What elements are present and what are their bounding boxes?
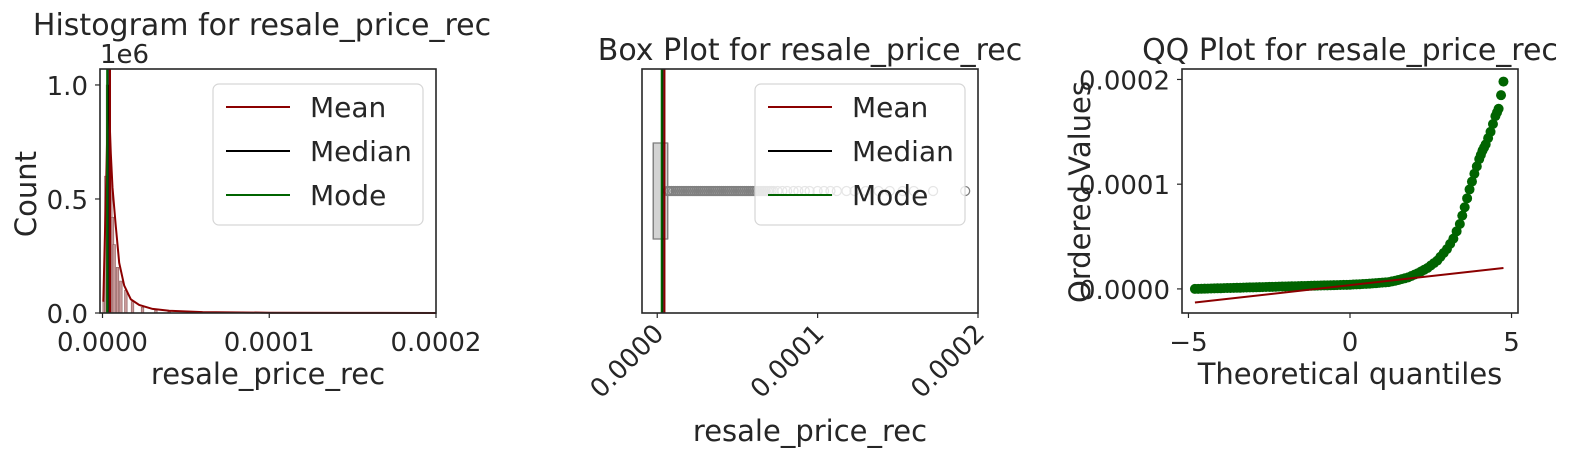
qqplot-point: [1498, 76, 1509, 87]
qqplot-point: [1457, 210, 1468, 221]
qqplot-y-ticks: 0.0000 0.0001 0.0002: [1079, 66, 1182, 306]
histogram-offset-text: 1e6: [100, 40, 149, 70]
histogram-bar: [112, 244, 116, 314]
histogram-legend: Mean Median Mode: [212, 83, 424, 226]
histogram-frame: [99, 68, 437, 314]
qqplot-y-label: Ordered Values: [1063, 81, 1097, 303]
histogram-x-ticks: 0.0000 0.0001 0.0002: [57, 313, 481, 358]
histogram-x-tick-label: 0.0001: [224, 328, 315, 358]
qqplot-x-tick-label: 0: [1342, 328, 1359, 358]
qqplot-x-tick-label: 5: [1503, 328, 1520, 358]
histogram-bar: [119, 280, 123, 314]
qqplot-y-tick-label: 0.0001: [1079, 171, 1170, 201]
qqplot-x-tick-label: −5: [1169, 328, 1207, 358]
histogram-x-tick-label: 0.0002: [391, 328, 482, 358]
histogram-legend-median: Median: [310, 135, 412, 168]
histogram-bar: [124, 289, 128, 314]
boxplot-legend-mode: Mode: [852, 179, 928, 212]
boxplot-legend-median: Median: [852, 135, 954, 168]
boxplot-iqr-box: [652, 142, 669, 240]
boxplot-x-tick-label: 0.0001: [745, 319, 831, 405]
boxplot-x-ticks: 0.0000 0.0001 0.0002: [585, 313, 991, 404]
boxplot-x-tick-label: 0.0002: [905, 319, 991, 405]
qqplot-point: [1459, 202, 1470, 213]
boxplot-legend-mean: Mean: [852, 91, 928, 124]
qqplot-y-tick-label: 0.0002: [1079, 66, 1170, 96]
histogram-y-tick-label: 0.5: [47, 186, 88, 216]
qqplot-panel: QQ Plot for resale_price_rec −5 0 5 0.0000…: [1063, 33, 1558, 391]
histogram-x-label: resale_price_rec: [151, 357, 385, 391]
histogram-y-ticks: 0.0 0.5 1.0: [47, 72, 100, 330]
qqplot-point: [1487, 118, 1498, 129]
histogram-bar: [115, 267, 120, 314]
histogram-panel: Histogram for resale_price_rec 1e6 0.000…: [9, 8, 491, 391]
qqplot-point: [1462, 193, 1473, 204]
histogram-y-label: Count: [9, 151, 43, 237]
qqplot-point: [1485, 126, 1496, 137]
histogram-legend-box: [212, 83, 424, 226]
qqplot-fit-line: [1194, 266, 1504, 304]
boxplot-x-label: resale_price_rec: [693, 414, 927, 448]
qqplot-point: [1493, 103, 1504, 114]
boxplot-title: Box Plot for resale_price_rec: [598, 33, 1022, 68]
histogram-y-tick-label: 0.0: [47, 300, 88, 330]
qqplot-point: [1464, 184, 1475, 195]
qqplot-x-ticks: −5 0 5: [1169, 313, 1520, 358]
boxplot-x-tick-label: 0.0000: [585, 319, 671, 405]
qqplot-y-tick-label: 0.0000: [1079, 276, 1170, 306]
qqplot-point: [1466, 176, 1477, 187]
histogram-x-tick-label: 0.0000: [57, 328, 148, 358]
histogram-legend-mode: Mode: [310, 179, 386, 212]
histogram-title: Histogram for resale_price_rec: [33, 8, 491, 43]
histogram-bars: [102, 84, 205, 314]
boxplot-box: [652, 142, 669, 240]
histogram-bar: [130, 301, 135, 314]
histogram-bar: [140, 306, 145, 314]
boxplot-legend-box: [754, 83, 966, 226]
qqplot-point: [1454, 218, 1465, 229]
histogram-y-tick-label: 1.0: [47, 72, 88, 102]
qqplot-points: [1189, 76, 1509, 294]
qqplot-point: [1496, 90, 1507, 101]
qqplot-title: QQ Plot for resale_price_rec: [1142, 33, 1558, 68]
boxplot-frame: [641, 68, 979, 314]
qqplot-x-label: Theoretical quantiles: [1197, 357, 1503, 391]
histogram-legend-mean: Mean: [310, 91, 386, 124]
boxplot-panel: Box Plot for resale_price_rec 0.0000 0.00…: [585, 33, 1023, 448]
boxplot-legend: Mean Median Mode: [754, 83, 966, 226]
